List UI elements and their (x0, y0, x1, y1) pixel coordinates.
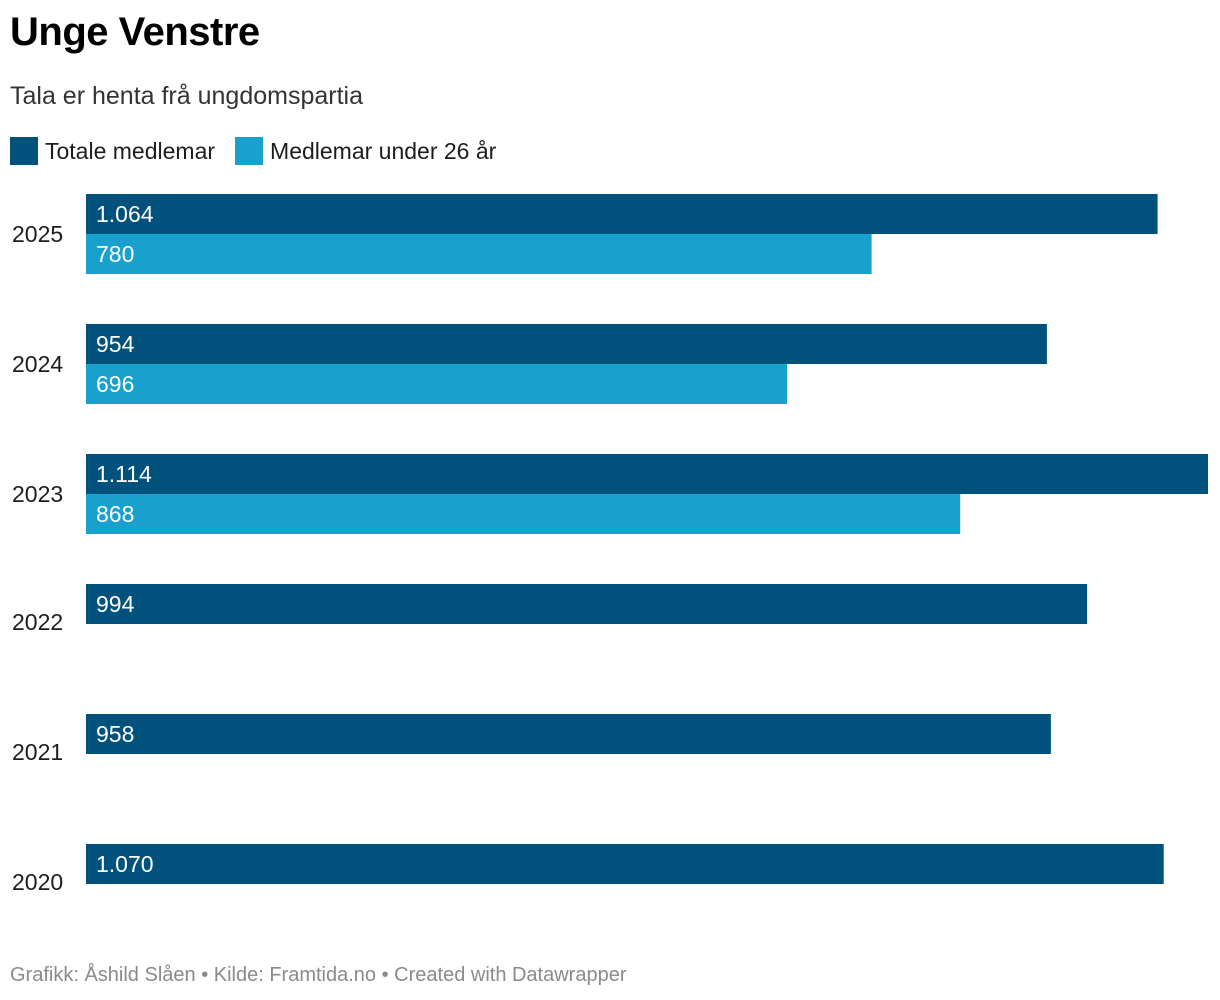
bar-label-2024-series-0: 954 (96, 331, 135, 357)
bar-label-2020-series-0: 1.070 (96, 851, 154, 877)
bar-label-2025-series-1: 780 (96, 241, 134, 267)
bar-2024-series-1 (86, 364, 787, 404)
category-label-2020: 2020 (12, 869, 63, 895)
legend-label-total: Totale medlemar (45, 137, 216, 164)
bar-label-2022-series-0: 994 (96, 591, 135, 617)
chart-footer: Grafikk: Åshild Slåen • Kilde: Framtida.… (10, 964, 627, 986)
chart-subtitle: Tala er henta frå ungdomspartia (10, 82, 363, 110)
bar-2022-series-0 (86, 584, 1088, 624)
bar-label-2021-series-0: 958 (96, 721, 134, 747)
bar-2023-series-0 (86, 454, 1208, 494)
bar-label-2024-series-1: 696 (96, 371, 134, 397)
legend: Totale medlemar Medlemar under 26 år (10, 137, 496, 165)
legend-item-under26: Medlemar under 26 år (235, 137, 496, 165)
category-label-2023: 2023 (12, 481, 63, 507)
bar-label-2023-series-0: 1.114 (96, 461, 152, 487)
legend-label-under26: Medlemar under 26 år (270, 137, 497, 164)
chart-title: Unge Venstre (10, 10, 260, 54)
bar-2021-series-0 (86, 714, 1051, 754)
bar-2024-series-0 (86, 324, 1047, 364)
legend-swatch-under26 (235, 137, 264, 165)
legend-item-total: Totale medlemar (10, 137, 215, 165)
category-label-2021: 2021 (12, 739, 63, 765)
legend-swatch-total (10, 137, 38, 165)
bar-2023-series-1 (86, 494, 961, 534)
category-label-2022: 2022 (12, 609, 63, 635)
bar-2020-series-0 (86, 844, 1164, 884)
bar-label-2023-series-1: 868 (96, 501, 134, 527)
bar-label-2025-series-0: 1.064 (96, 201, 154, 227)
category-label-2025: 2025 (12, 221, 63, 247)
category-label-2024: 2024 (12, 351, 63, 377)
bar-2025-series-1 (86, 234, 872, 274)
bar-2025-series-0 (86, 194, 1158, 234)
